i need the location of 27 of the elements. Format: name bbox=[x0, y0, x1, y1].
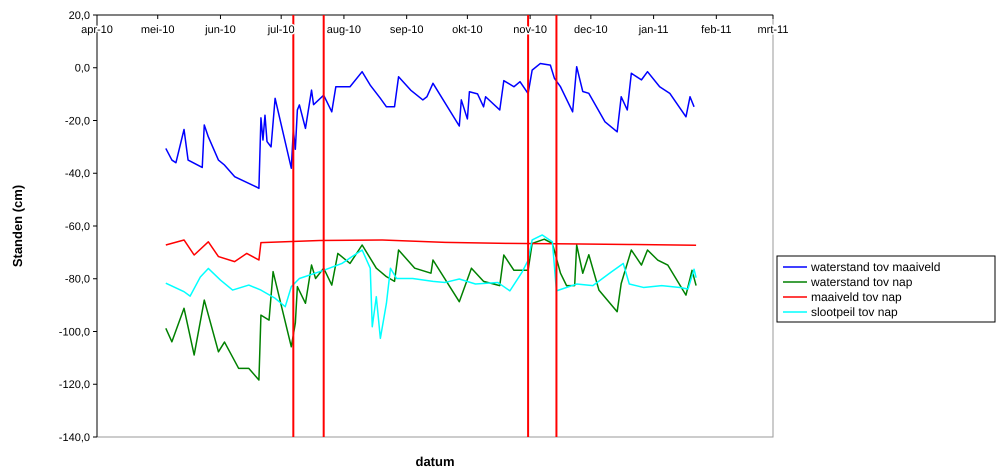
y-axis-title: Standen (cm) bbox=[10, 184, 25, 268]
x-tick-label: mrt-11 bbox=[758, 24, 788, 36]
line-series bbox=[165, 62, 695, 190]
legend-label: maaiveld tov nap bbox=[811, 290, 902, 304]
x-tick-label: aug-10 bbox=[326, 24, 362, 36]
y-tick-label: -40,0 bbox=[64, 168, 90, 180]
line-series bbox=[165, 234, 697, 340]
line-series bbox=[165, 238, 697, 381]
y-tick-label: -140,0 bbox=[58, 432, 90, 444]
x-tick-label: dec-10 bbox=[574, 24, 608, 36]
y-tick-label: -80,0 bbox=[64, 274, 90, 286]
x-tick-label: feb-11 bbox=[701, 24, 732, 36]
y-tick-label: -20,0 bbox=[64, 115, 90, 128]
x-tick-label: okt-10 bbox=[452, 24, 483, 36]
legend-label: waterstand tov maaiveld bbox=[810, 260, 940, 274]
x-axis-title: datum bbox=[416, 454, 454, 469]
y-tick-label: 0,0 bbox=[74, 62, 90, 75]
y-tick-label: -120,0 bbox=[58, 379, 90, 392]
x-tick-label: mei-10 bbox=[140, 24, 175, 36]
x-tick-label: sep-10 bbox=[390, 24, 424, 36]
x-tick-label: jan-11 bbox=[638, 24, 668, 36]
y-tick-label: -100,0 bbox=[58, 326, 90, 338]
y-tick-label: -60,0 bbox=[64, 220, 90, 233]
legend-label: slootpeil tov nap bbox=[811, 305, 898, 320]
y-tick-label: 20,0 bbox=[68, 10, 90, 22]
legend-label: waterstand tov nap bbox=[810, 275, 913, 290]
x-tick-label: jun-10 bbox=[204, 24, 236, 36]
